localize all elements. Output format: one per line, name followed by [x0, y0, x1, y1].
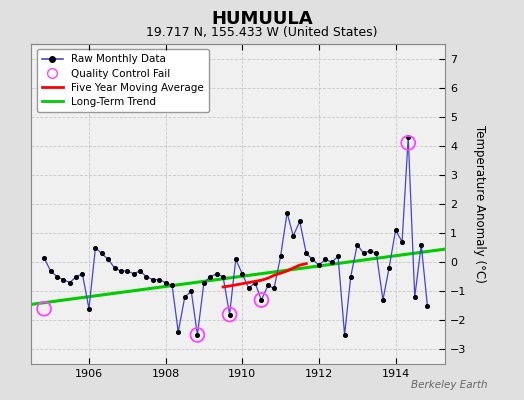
- Point: [136, 268, 144, 274]
- Point: [149, 276, 157, 283]
- Point: [289, 233, 298, 239]
- Point: [366, 247, 374, 254]
- Point: [245, 285, 253, 292]
- Point: [398, 239, 406, 245]
- Text: HUMUULA: HUMUULA: [211, 10, 313, 28]
- Point: [385, 265, 393, 271]
- Point: [85, 306, 93, 312]
- Point: [66, 279, 74, 286]
- Point: [193, 332, 202, 338]
- Point: [346, 274, 355, 280]
- Point: [232, 256, 240, 262]
- Point: [47, 268, 55, 274]
- Point: [155, 276, 163, 283]
- Point: [53, 274, 61, 280]
- Point: [264, 282, 272, 289]
- Point: [410, 294, 419, 300]
- Point: [193, 332, 202, 338]
- Point: [161, 279, 170, 286]
- Point: [104, 256, 112, 262]
- Point: [212, 271, 221, 277]
- Point: [315, 262, 323, 268]
- Point: [187, 288, 195, 294]
- Point: [200, 279, 208, 286]
- Point: [238, 271, 246, 277]
- Point: [283, 210, 291, 216]
- Point: [372, 250, 380, 257]
- Point: [308, 256, 316, 262]
- Point: [257, 297, 266, 303]
- Point: [174, 329, 182, 335]
- Point: [359, 250, 368, 257]
- Point: [391, 227, 400, 233]
- Point: [379, 297, 387, 303]
- Point: [78, 271, 86, 277]
- Point: [97, 250, 106, 257]
- Point: [302, 250, 310, 257]
- Point: [181, 294, 189, 300]
- Point: [404, 140, 412, 146]
- Point: [225, 311, 234, 318]
- Point: [334, 253, 342, 260]
- Point: [423, 303, 432, 309]
- Point: [72, 274, 81, 280]
- Y-axis label: Temperature Anomaly (°C): Temperature Anomaly (°C): [473, 125, 486, 283]
- Point: [123, 268, 132, 274]
- Point: [219, 274, 227, 280]
- Point: [328, 259, 336, 265]
- Point: [417, 242, 425, 248]
- Text: Berkeley Earth: Berkeley Earth: [411, 380, 487, 390]
- Point: [168, 282, 176, 289]
- Point: [111, 265, 119, 271]
- Point: [59, 276, 68, 283]
- Legend: Raw Monthly Data, Quality Control Fail, Five Year Moving Average, Long-Term Tren: Raw Monthly Data, Quality Control Fail, …: [37, 49, 209, 112]
- Point: [129, 271, 138, 277]
- Point: [40, 255, 48, 261]
- Point: [91, 244, 100, 251]
- Point: [296, 218, 304, 225]
- Point: [321, 256, 330, 262]
- Point: [276, 253, 285, 260]
- Point: [116, 268, 125, 274]
- Point: [404, 134, 412, 140]
- Text: 19.717 N, 155.433 W (United States): 19.717 N, 155.433 W (United States): [146, 26, 378, 39]
- Point: [270, 285, 278, 292]
- Point: [353, 242, 362, 248]
- Point: [40, 306, 48, 312]
- Point: [250, 279, 259, 286]
- Point: [257, 297, 266, 303]
- Point: [206, 274, 215, 280]
- Point: [225, 311, 234, 318]
- Point: [142, 274, 150, 280]
- Point: [341, 332, 349, 338]
